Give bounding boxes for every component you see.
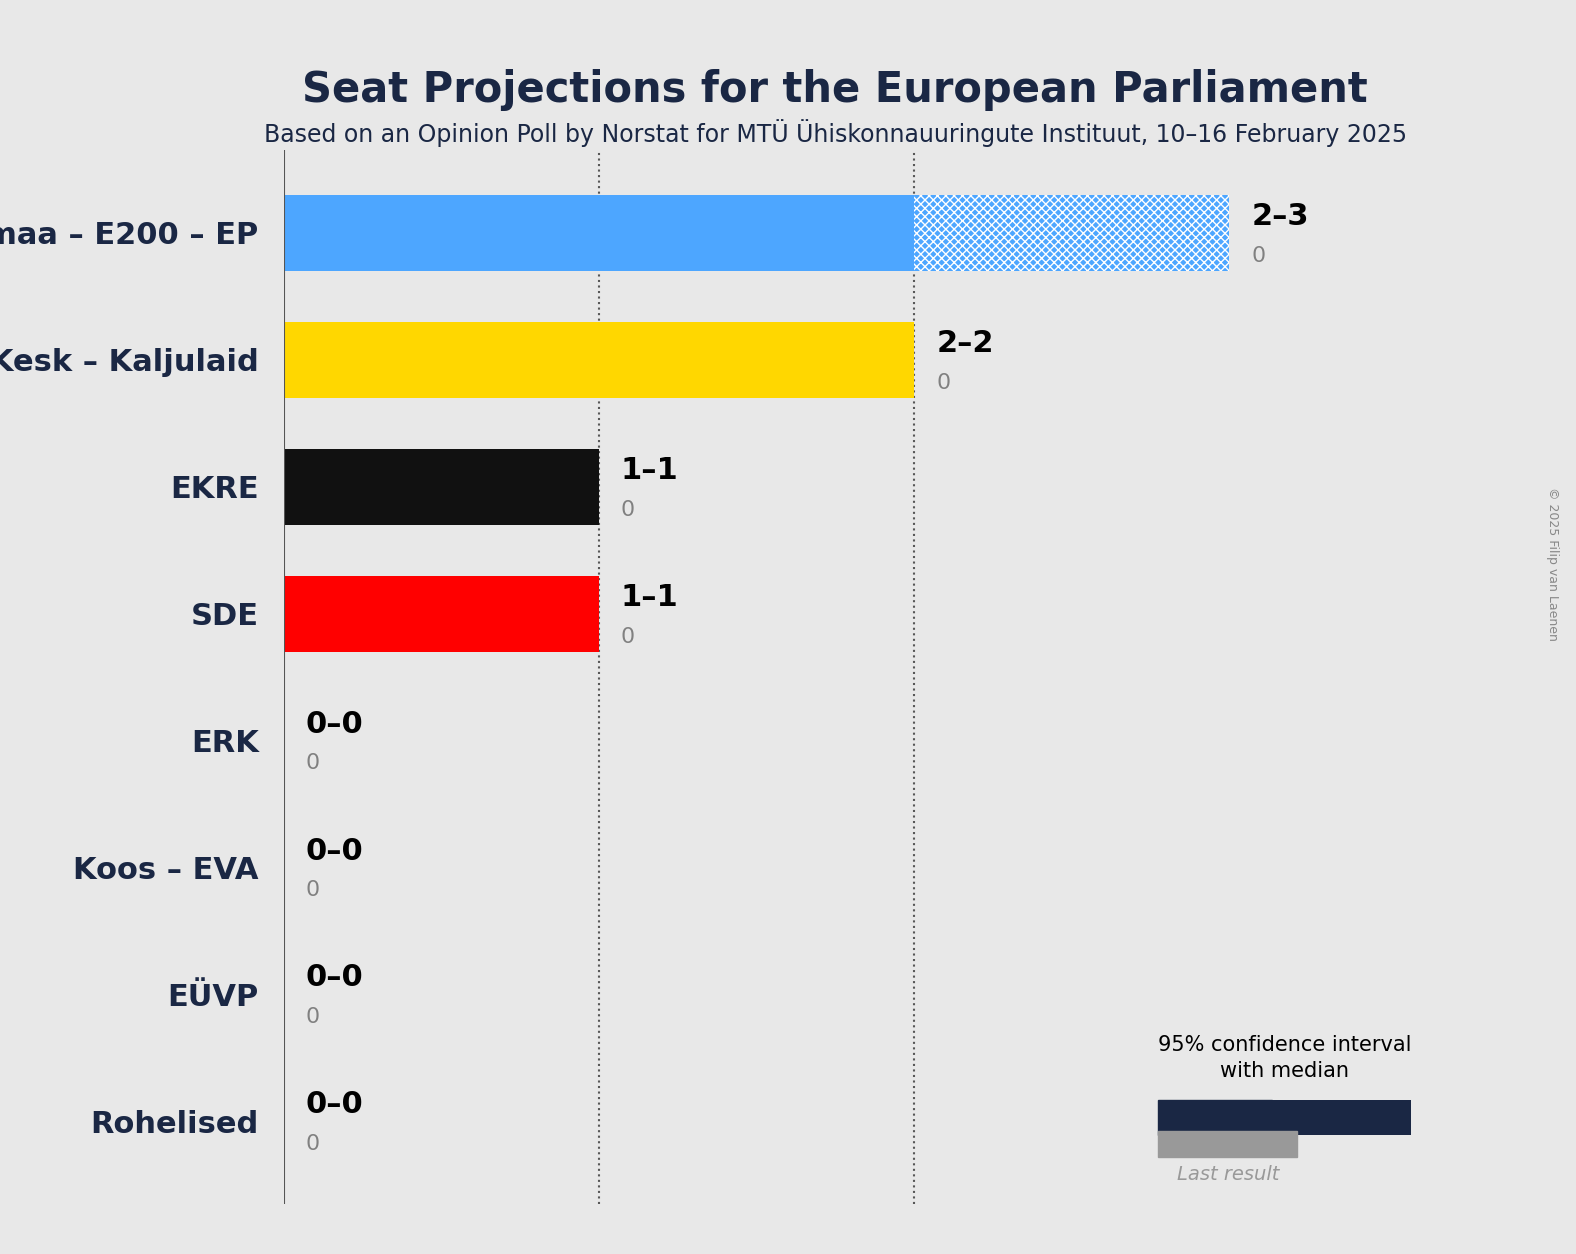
Text: 1–1: 1–1	[621, 583, 679, 612]
Text: 95% confidence interval
with median: 95% confidence interval with median	[1158, 1035, 1411, 1081]
Text: 0–0: 0–0	[306, 1090, 364, 1120]
Text: 0–0: 0–0	[306, 836, 364, 865]
Text: 0: 0	[936, 372, 950, 393]
Bar	[284, 194, 914, 271]
Text: 0: 0	[306, 880, 320, 900]
Text: 0–0: 0–0	[306, 963, 364, 992]
Text: 0: 0	[306, 1007, 320, 1027]
Text: 0: 0	[306, 1134, 320, 1154]
Text: © 2025 Filip van Laenen: © 2025 Filip van Laenen	[1546, 488, 1559, 641]
Text: Based on an Opinion Poll by Norstat for MTÜ Ühiskonnauuringute Instituut, 10–16 : Based on an Opinion Poll by Norstat for …	[263, 119, 1407, 147]
Title: Seat Projections for the European Parliament: Seat Projections for the European Parlia…	[303, 69, 1368, 110]
Bar	[284, 576, 599, 652]
Text: 2–3: 2–3	[1251, 202, 1308, 231]
Bar	[914, 194, 1229, 271]
Text: 0: 0	[306, 754, 320, 774]
Bar	[284, 449, 599, 525]
Text: 0: 0	[621, 499, 635, 519]
Text: 0: 0	[1251, 246, 1266, 266]
Text: Last result: Last result	[1177, 1165, 1278, 1184]
Text: 2–2: 2–2	[936, 329, 993, 357]
Text: 0: 0	[621, 627, 635, 647]
Text: 1–1: 1–1	[621, 455, 679, 485]
Bar	[284, 322, 914, 398]
Text: 0–0: 0–0	[306, 710, 364, 739]
